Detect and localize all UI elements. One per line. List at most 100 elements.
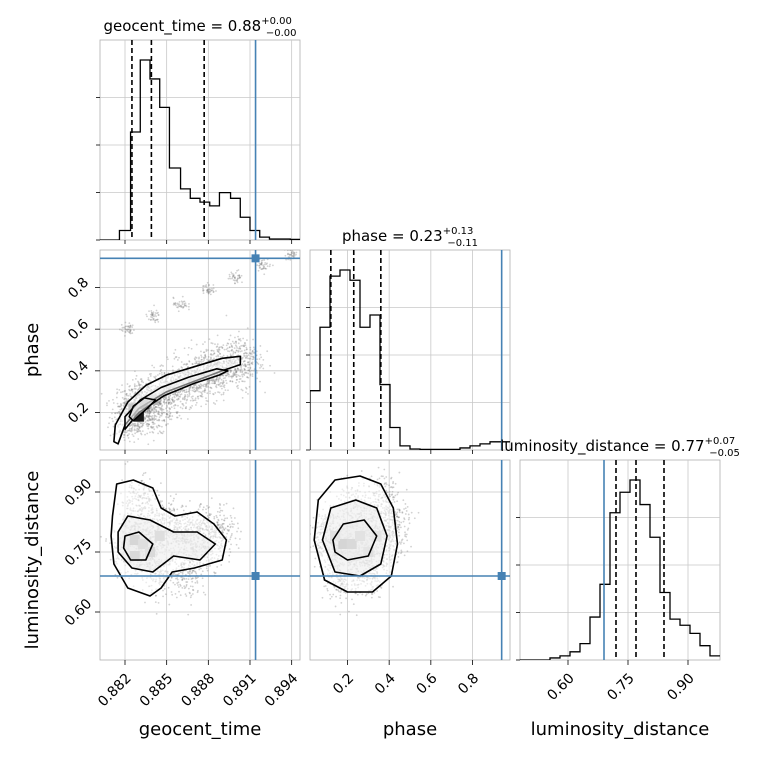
scatter-point xyxy=(189,592,191,595)
scatter-point xyxy=(238,274,241,277)
scatter-point xyxy=(220,518,223,521)
scatter-point xyxy=(163,373,166,376)
scatter-point xyxy=(228,369,231,371)
scatter-point xyxy=(172,573,175,576)
scatter-point xyxy=(239,538,241,540)
scatter-point xyxy=(288,254,291,256)
scatter-point xyxy=(222,354,225,357)
scatter-point xyxy=(154,321,157,324)
scatter-point xyxy=(207,507,210,509)
scatter-point xyxy=(209,379,212,382)
scatter-point xyxy=(157,410,160,413)
scatter-point xyxy=(200,356,203,358)
scatter-point xyxy=(244,365,247,368)
scatter-point xyxy=(169,415,171,418)
scatter-point xyxy=(208,381,211,383)
scatter-point xyxy=(153,422,156,425)
scatter-point xyxy=(172,393,175,396)
scatter-point xyxy=(176,398,179,401)
scatter-point xyxy=(196,386,199,389)
scatter-point xyxy=(185,405,188,408)
scatter-point xyxy=(140,422,142,425)
scatter-point xyxy=(161,373,163,376)
scatter-point xyxy=(173,400,175,403)
scatter-point xyxy=(169,401,172,404)
scatter-point xyxy=(231,380,234,383)
scatter-point xyxy=(210,387,213,390)
scatter-point xyxy=(207,284,210,287)
scatter-point xyxy=(141,479,144,482)
scatter-point xyxy=(232,354,234,356)
scatter-point xyxy=(121,390,124,393)
scatter-point xyxy=(131,427,133,430)
scatter-point xyxy=(241,370,244,373)
scatter-point xyxy=(147,423,150,426)
scatter-point xyxy=(210,342,213,344)
scatter-point xyxy=(210,356,212,359)
scatter-point xyxy=(214,403,217,405)
scatter-point xyxy=(230,520,233,523)
scatter-point xyxy=(156,318,159,321)
scatter-point xyxy=(133,384,136,387)
scatter-point xyxy=(186,581,189,583)
scatter-point xyxy=(130,389,133,392)
scatter-point xyxy=(233,517,236,519)
scatter-point xyxy=(159,365,162,368)
scatter-point xyxy=(236,384,239,387)
scatter-point xyxy=(157,432,160,435)
scatter-point xyxy=(200,392,203,395)
scatter-point xyxy=(151,418,154,421)
scatter-point xyxy=(160,405,163,408)
scatter-point xyxy=(208,379,211,381)
scatter-point xyxy=(238,276,241,279)
scatter-point xyxy=(153,375,156,378)
scatter-point xyxy=(241,389,244,392)
scatter-point xyxy=(127,331,130,333)
scatter-point xyxy=(146,410,149,413)
scatter-point xyxy=(202,384,204,387)
scatter-point xyxy=(208,288,211,291)
scatter-point xyxy=(243,345,246,348)
scatter-point xyxy=(159,407,162,410)
scatter-point xyxy=(177,303,179,306)
scatter-point xyxy=(155,410,158,413)
scatter-point xyxy=(168,401,171,404)
scatter-point xyxy=(261,259,264,262)
scatter-point xyxy=(123,429,126,432)
scatter-point xyxy=(167,396,170,399)
scatter-point xyxy=(175,398,178,401)
scatter-point xyxy=(229,536,232,539)
scatter-point xyxy=(141,424,144,426)
scatter-point xyxy=(231,375,234,378)
scatter-point xyxy=(131,378,134,381)
scatter-point xyxy=(151,364,154,367)
scatter-point xyxy=(131,332,134,334)
scatter-point xyxy=(221,383,224,385)
scatter-point xyxy=(170,398,173,401)
scatter-point xyxy=(167,401,170,404)
scatter-point xyxy=(133,429,136,432)
scatter-point xyxy=(191,404,194,407)
scatter-point xyxy=(214,391,217,394)
scatter-point xyxy=(235,378,238,381)
scatter-point xyxy=(153,366,155,369)
scatter-point xyxy=(243,344,246,347)
scatter-point xyxy=(122,431,125,434)
panel-group-geocent_time-phase xyxy=(100,250,300,450)
scatter-point xyxy=(133,387,136,390)
scatter-point xyxy=(148,415,151,417)
scatter-point xyxy=(150,310,153,312)
scatter-point xyxy=(185,388,188,391)
scatter-point xyxy=(209,390,211,393)
scatter-point xyxy=(230,376,233,379)
scatter-point xyxy=(209,392,211,395)
scatter-point xyxy=(176,582,179,585)
scatter-point xyxy=(228,529,230,531)
scatter-point xyxy=(151,409,154,411)
scatter-point xyxy=(205,567,208,570)
scatter-point xyxy=(264,262,267,264)
scatter-point xyxy=(170,503,172,506)
scatter-point xyxy=(245,348,248,351)
scatter-point xyxy=(141,379,143,382)
scatter-point xyxy=(128,328,131,331)
